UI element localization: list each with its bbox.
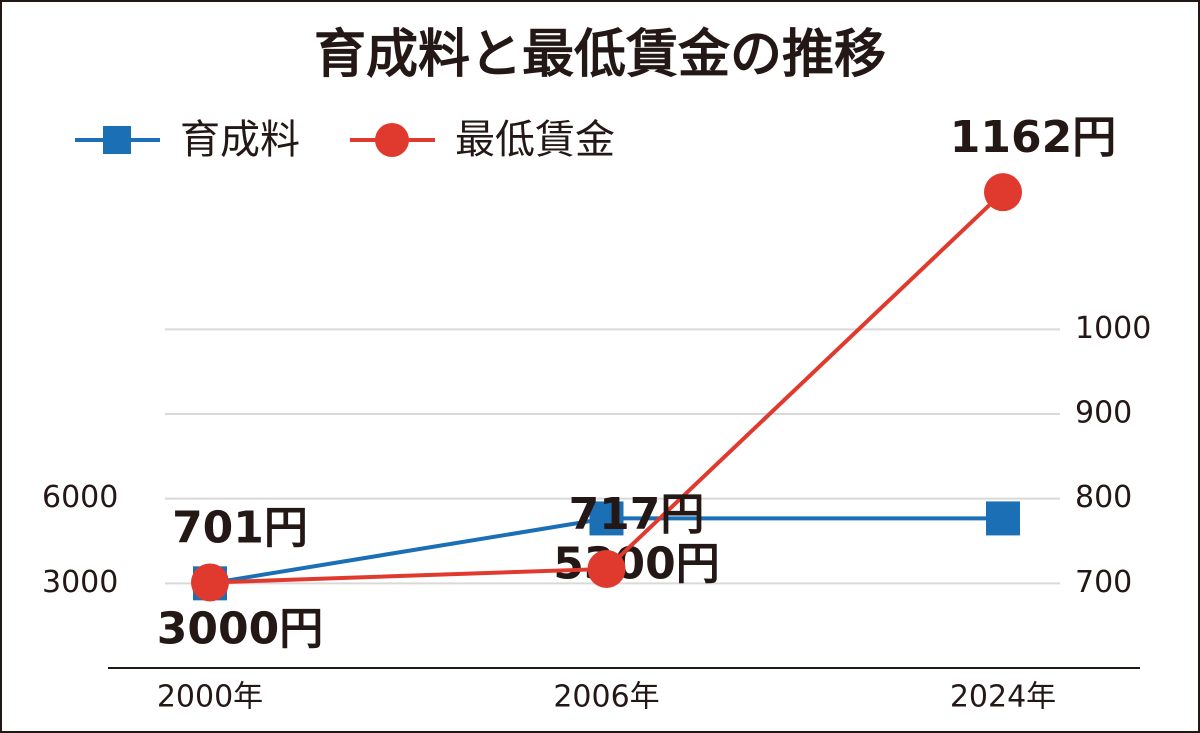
value-label: 5300円: [553, 538, 719, 589]
x-tick-label: 2000年: [157, 680, 263, 715]
value-label: 717円: [569, 489, 705, 540]
x-tick-label: 2006年: [553, 680, 659, 715]
y2-tick-label: 1000: [1075, 311, 1151, 346]
marker: [191, 563, 229, 602]
legend-marker: [375, 123, 409, 157]
marker: [587, 549, 626, 588]
chart-title: 育成料と最低賃金の推移: [314, 25, 886, 85]
x-tick-label: 2024年: [950, 680, 1056, 715]
y-tick-label: 6000: [42, 480, 118, 515]
legend-marker: [103, 126, 131, 154]
value-label: 3000円: [157, 603, 323, 654]
marker: [589, 501, 624, 536]
y2-tick-label: 700: [1075, 565, 1132, 600]
legend-label: 育成料: [180, 117, 300, 163]
value-label: 1162円: [950, 112, 1116, 163]
marker: [984, 173, 1022, 212]
value-label: 701円: [172, 502, 308, 553]
legend-label: 最低賃金: [455, 117, 615, 163]
y2-tick-label: 800: [1075, 480, 1132, 515]
marker: [986, 501, 1020, 536]
y2-tick-label: 900: [1075, 396, 1132, 431]
y-tick-label: 3000: [42, 565, 118, 600]
